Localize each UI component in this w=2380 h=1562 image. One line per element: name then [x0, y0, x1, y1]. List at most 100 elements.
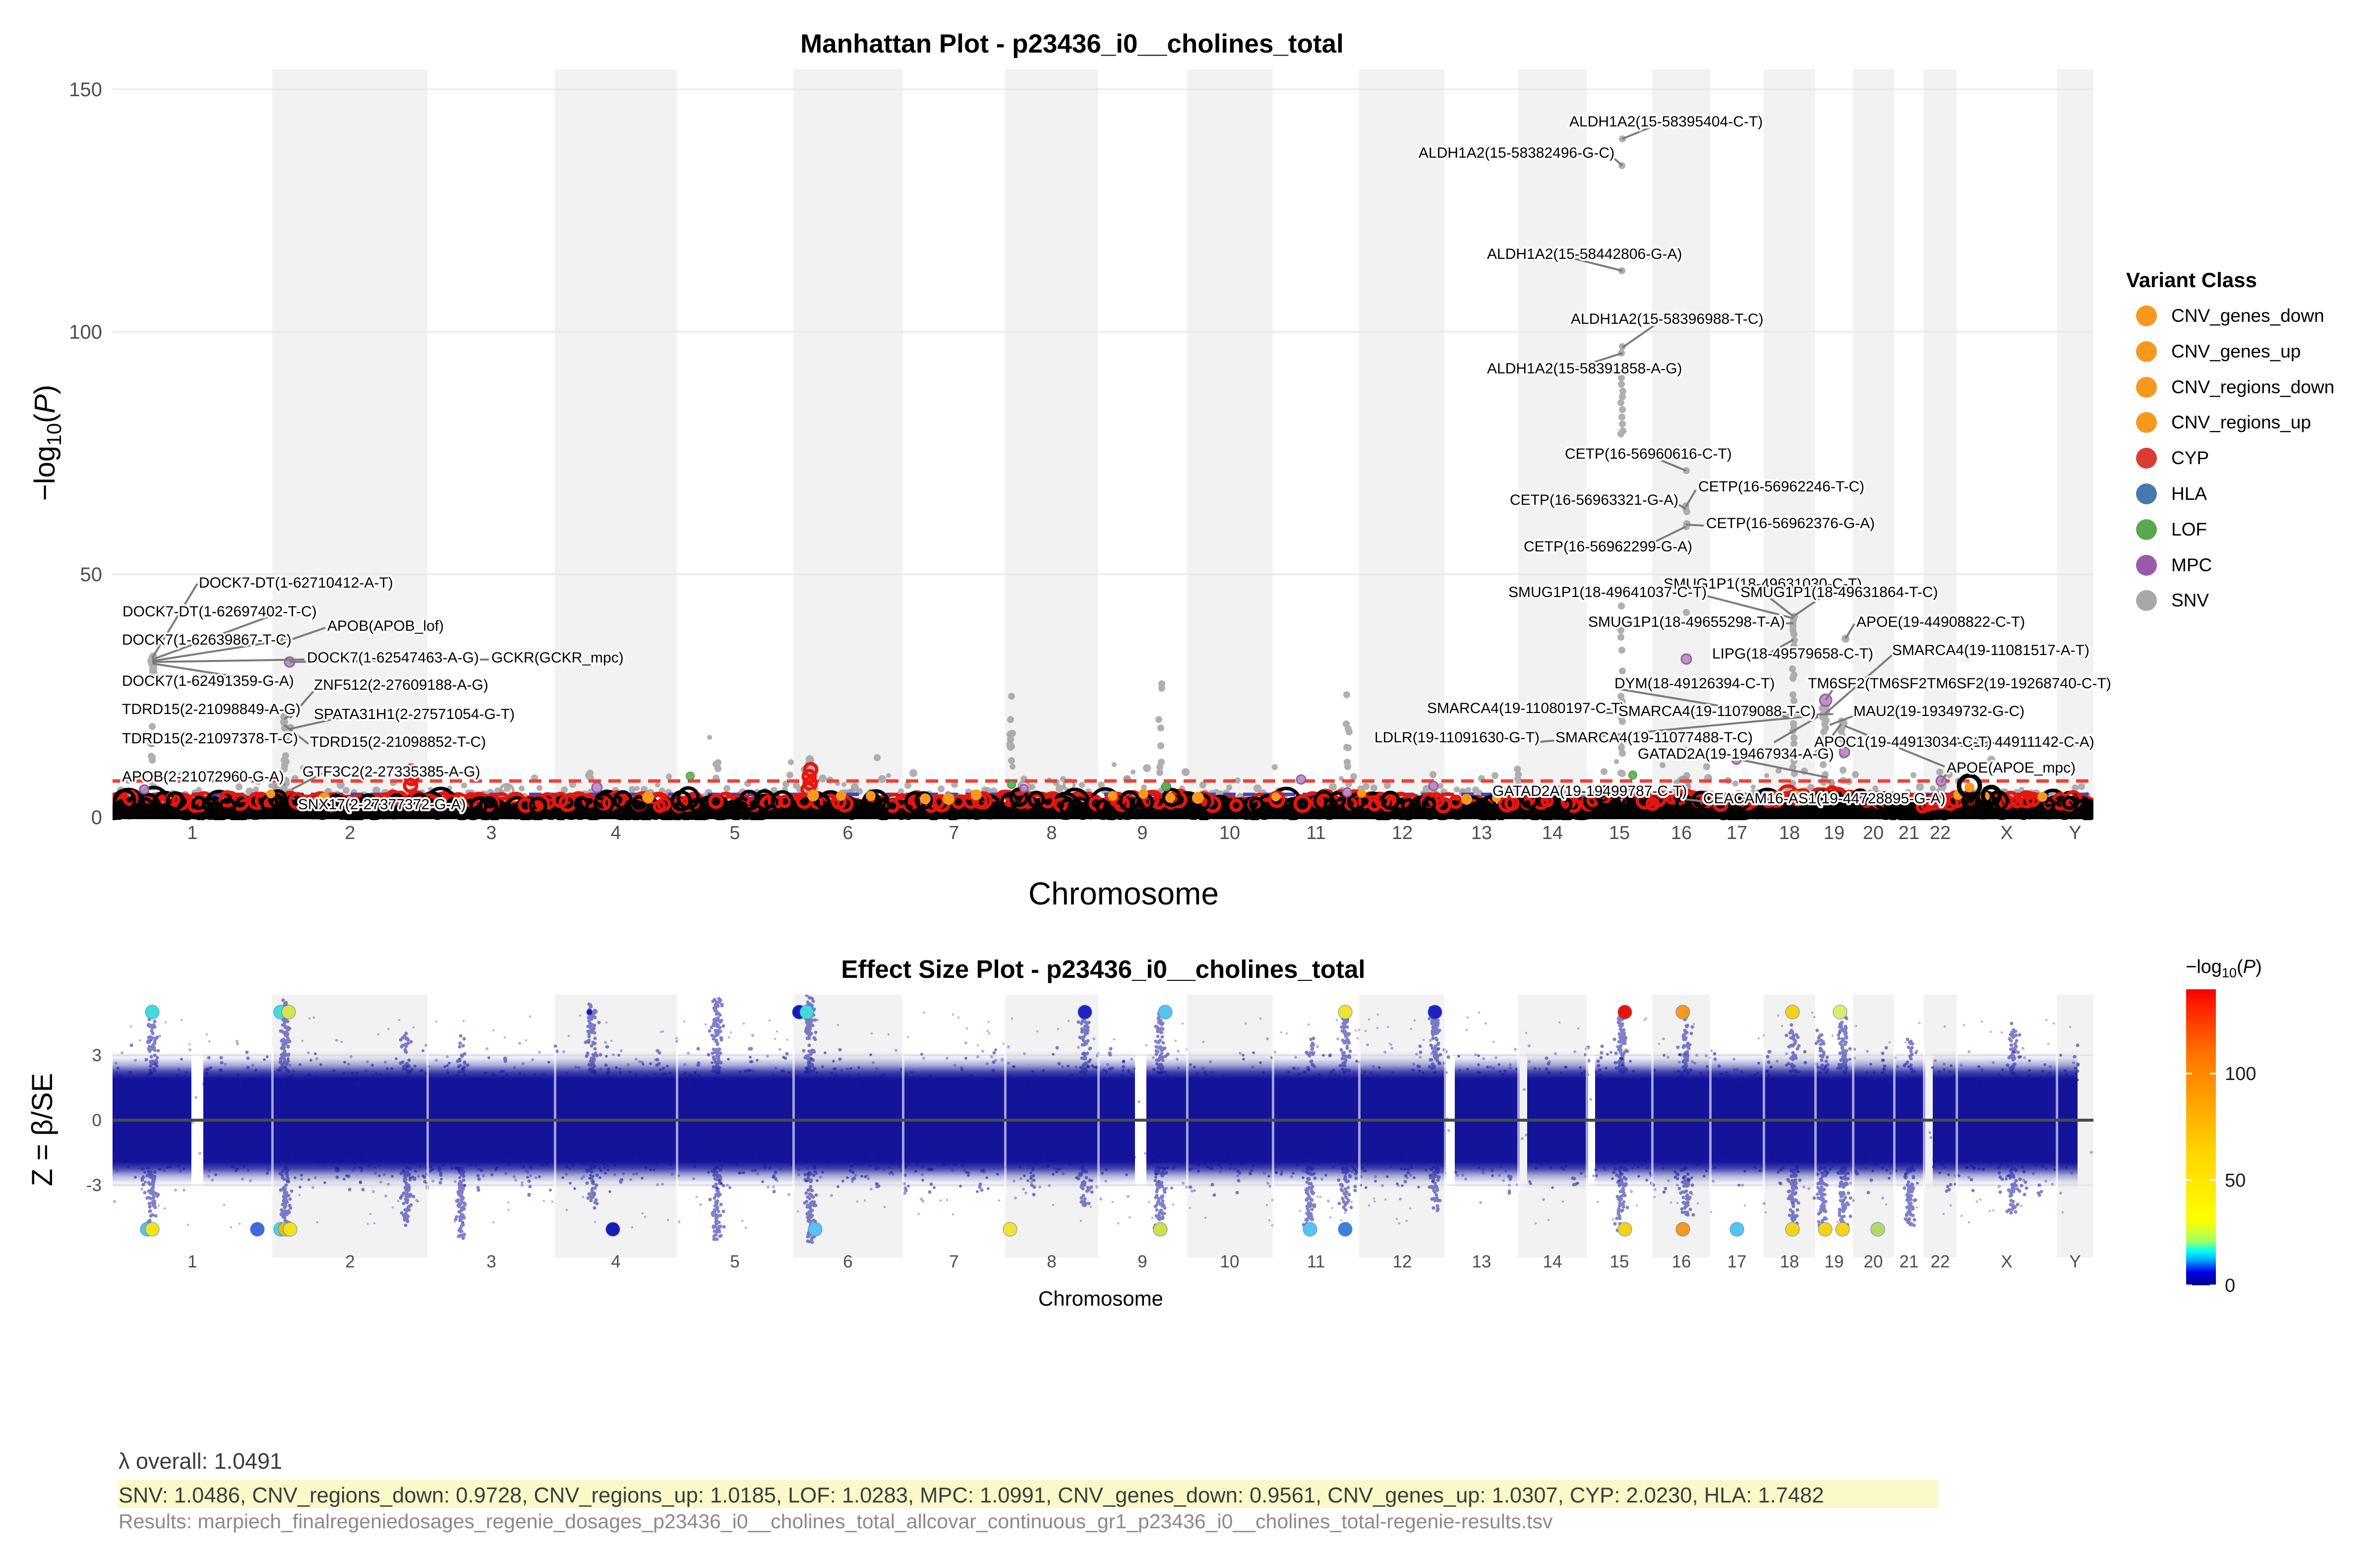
- svg-text:5: 5: [730, 1252, 739, 1271]
- svg-text:Manhattan Plot - p23436_i0__ch: Manhattan Plot - p23436_i0__cholines_tot…: [800, 29, 1344, 59]
- svg-text:Y: Y: [2069, 1252, 2081, 1271]
- svg-text:SNV: SNV: [2171, 590, 2209, 610]
- svg-text:9: 9: [1137, 823, 1147, 843]
- svg-text:1: 1: [187, 823, 197, 843]
- svg-text:SMUG1P1(18-49655298-T-A): SMUG1P1(18-49655298-T-A): [1588, 614, 1785, 630]
- svg-text:7: 7: [949, 823, 959, 843]
- svg-text:APOC1(19-44913034-C-T): APOC1(19-44913034-C-T): [1814, 734, 1992, 750]
- svg-text:0: 0: [91, 807, 102, 829]
- svg-text:DOCK7-DT(1-62710412-A-T): DOCK7-DT(1-62710412-A-T): [199, 575, 393, 591]
- svg-text:0: 0: [2225, 1275, 2235, 1296]
- svg-text:Chromosome: Chromosome: [1028, 876, 1219, 911]
- svg-text:13: 13: [1472, 1252, 1491, 1271]
- svg-text:20: 20: [1863, 823, 1884, 843]
- svg-text:10: 10: [1220, 1252, 1240, 1271]
- svg-text:ALDH1A2(15-58382496-G-C): ALDH1A2(15-58382496-G-C): [1419, 145, 1614, 161]
- svg-text:ALDH1A2(15-58395404-C-T): ALDH1A2(15-58395404-C-T): [1569, 114, 1763, 130]
- svg-text:Z = β/SE: Z = β/SE: [26, 1073, 59, 1186]
- svg-text:3: 3: [486, 823, 496, 843]
- svg-text:λ overall: 1.0491: λ overall: 1.0491: [119, 1448, 282, 1474]
- svg-text:GCKR(GCKR_mpc): GCKR(GCKR_mpc): [491, 650, 624, 666]
- svg-text:14: 14: [1542, 823, 1563, 843]
- svg-text:16: 16: [1671, 823, 1692, 843]
- svg-text:DOCK7(1-62639867-T-C): DOCK7(1-62639867-T-C): [122, 632, 292, 648]
- svg-text:DOCK7-DT(1-62697402-T-C): DOCK7-DT(1-62697402-T-C): [122, 603, 317, 620]
- svg-text:21: 21: [1900, 1252, 1919, 1271]
- svg-text:12: 12: [1393, 1252, 1412, 1271]
- svg-text:CNV_regions_up: CNV_regions_up: [2171, 412, 2311, 432]
- svg-text:CNV_genes_up: CNV_genes_up: [2171, 341, 2301, 361]
- svg-text:21: 21: [1899, 823, 1919, 843]
- svg-text:11: 11: [1307, 1252, 1325, 1271]
- svg-text:APOC1(19-44911142-C-A): APOC1(19-44911142-C-A): [1918, 734, 2094, 750]
- svg-text:DYM(18-49126394-C-T): DYM(18-49126394-C-T): [1614, 675, 1775, 692]
- svg-text:ALDH1A2(15-58391858-A-G): ALDH1A2(15-58391858-A-G): [1487, 360, 1682, 377]
- svg-text:11: 11: [1306, 823, 1325, 843]
- svg-text:5: 5: [729, 823, 740, 843]
- svg-text:Chromosome: Chromosome: [1038, 1287, 1163, 1310]
- svg-text:2: 2: [345, 1252, 355, 1271]
- svg-text:APOE(APOE_mpc): APOE(APOE_mpc): [1947, 760, 2076, 776]
- svg-text:50: 50: [2225, 1170, 2246, 1191]
- svg-text:DOCK7(1-62547463-A-G): DOCK7(1-62547463-A-G): [307, 650, 479, 666]
- svg-text:SMARCA4(19-11079088-T-C): SMARCA4(19-11079088-T-C): [1618, 703, 1816, 720]
- svg-text:SNV: 1.0486, CNV_regions_down:: SNV: 1.0486, CNV_regions_down: 0.9728, C…: [119, 1484, 1824, 1507]
- svg-text:4: 4: [611, 1252, 620, 1271]
- svg-text:LDLR(19-11091630-G-T): LDLR(19-11091630-G-T): [1374, 729, 1540, 746]
- svg-text:0: 0: [92, 1111, 102, 1130]
- svg-text:22: 22: [1930, 823, 1951, 843]
- svg-text:SMUG1P1(18-49631864-T-C): SMUG1P1(18-49631864-T-C): [1740, 584, 1938, 601]
- svg-text:Effect Size Plot - p23436_i0__: Effect Size Plot - p23436_i0__cholines_t…: [841, 955, 1365, 983]
- svg-text:Results: marpiech_finalregenie: Results: marpiech_finalregeniedosages_re…: [119, 1510, 1553, 1533]
- svg-text:18: 18: [1780, 1252, 1799, 1271]
- svg-text:APOB(2-21072960-G-A): APOB(2-21072960-G-A): [122, 769, 284, 785]
- svg-text:CETP(16-56962376-G-A): CETP(16-56962376-G-A): [1706, 515, 1875, 532]
- svg-text:100: 100: [2225, 1064, 2256, 1084]
- svg-text:4: 4: [610, 823, 621, 843]
- svg-text:MAU2(19-19349732-G-C): MAU2(19-19349732-G-C): [1853, 703, 2024, 720]
- svg-text:15: 15: [1610, 1252, 1629, 1271]
- svg-text:SMARCA4(19-11077488-T-C): SMARCA4(19-11077488-T-C): [1555, 729, 1753, 746]
- svg-text:CYP: CYP: [2171, 448, 2209, 468]
- svg-text:13: 13: [1471, 823, 1492, 843]
- svg-text:17: 17: [1727, 1252, 1747, 1271]
- svg-text:15: 15: [1609, 823, 1630, 843]
- svg-text:7: 7: [949, 1252, 958, 1271]
- svg-text:DOCK7(1-62491359-G-A): DOCK7(1-62491359-G-A): [122, 673, 294, 689]
- svg-text:TDRD15(2-21098852-T-C): TDRD15(2-21098852-T-C): [310, 734, 486, 750]
- svg-text:ZNF512(2-27609188-A-G): ZNF512(2-27609188-A-G): [314, 677, 488, 693]
- svg-text:CEACAM16-AS1(19-44728895-G-A): CEACAM16-AS1(19-44728895-G-A): [1703, 790, 1946, 807]
- svg-text:MPC: MPC: [2171, 555, 2212, 575]
- svg-text:17: 17: [1726, 823, 1747, 843]
- svg-text:150: 150: [69, 79, 102, 101]
- svg-text:APOE(19-44908822-C-T): APOE(19-44908822-C-T): [1856, 614, 2025, 630]
- svg-text:SNX17(2-27377372-G-A): SNX17(2-27377372-G-A): [298, 796, 466, 813]
- svg-text:1: 1: [187, 1252, 197, 1271]
- svg-text:-3: -3: [86, 1176, 102, 1195]
- svg-text:ALDH1A2(15-58396988-T-C): ALDH1A2(15-58396988-T-C): [1571, 311, 1764, 327]
- svg-text:GTF3C2(2-27335385-A-G): GTF3C2(2-27335385-A-G): [302, 764, 480, 780]
- svg-text:19: 19: [1825, 1252, 1844, 1271]
- svg-text:50: 50: [80, 564, 103, 586]
- svg-text:SMUG1P1(18-49631030-C-T): SMUG1P1(18-49631030-C-T): [1664, 576, 1862, 592]
- svg-text:X: X: [2000, 823, 2013, 843]
- svg-text:10: 10: [1219, 823, 1240, 843]
- svg-text:ALDH1A2(15-58442806-G-A): ALDH1A2(15-58442806-G-A): [1487, 246, 1682, 262]
- svg-text:3: 3: [486, 1252, 496, 1271]
- svg-text:2: 2: [345, 823, 355, 843]
- svg-text:GATAD2A(19-19499787-C-T): GATAD2A(19-19499787-C-T): [1492, 783, 1687, 799]
- svg-text:8: 8: [1047, 1252, 1056, 1271]
- svg-text:6: 6: [842, 823, 853, 843]
- svg-text:100: 100: [69, 321, 102, 343]
- svg-text:APOB(APOB_lof): APOB(APOB_lof): [327, 618, 444, 634]
- svg-text:12: 12: [1392, 823, 1413, 843]
- svg-text:HLA: HLA: [2171, 483, 2207, 504]
- svg-text:SPATA31H1(2-27571054-G-T): SPATA31H1(2-27571054-G-T): [314, 706, 515, 722]
- svg-text:LOF: LOF: [2171, 519, 2207, 540]
- svg-text:19: 19: [1824, 823, 1844, 843]
- svg-text:20: 20: [1864, 1252, 1883, 1271]
- svg-text:CETP(16-56962246-T-C): CETP(16-56962246-T-C): [1698, 479, 1864, 495]
- svg-text:X: X: [2001, 1252, 2012, 1271]
- svg-text:GATAD2A(19-19467934-A-G): GATAD2A(19-19467934-A-G): [1638, 746, 1834, 762]
- svg-text:CETP(16-56962299-G-A): CETP(16-56962299-G-A): [1524, 539, 1692, 555]
